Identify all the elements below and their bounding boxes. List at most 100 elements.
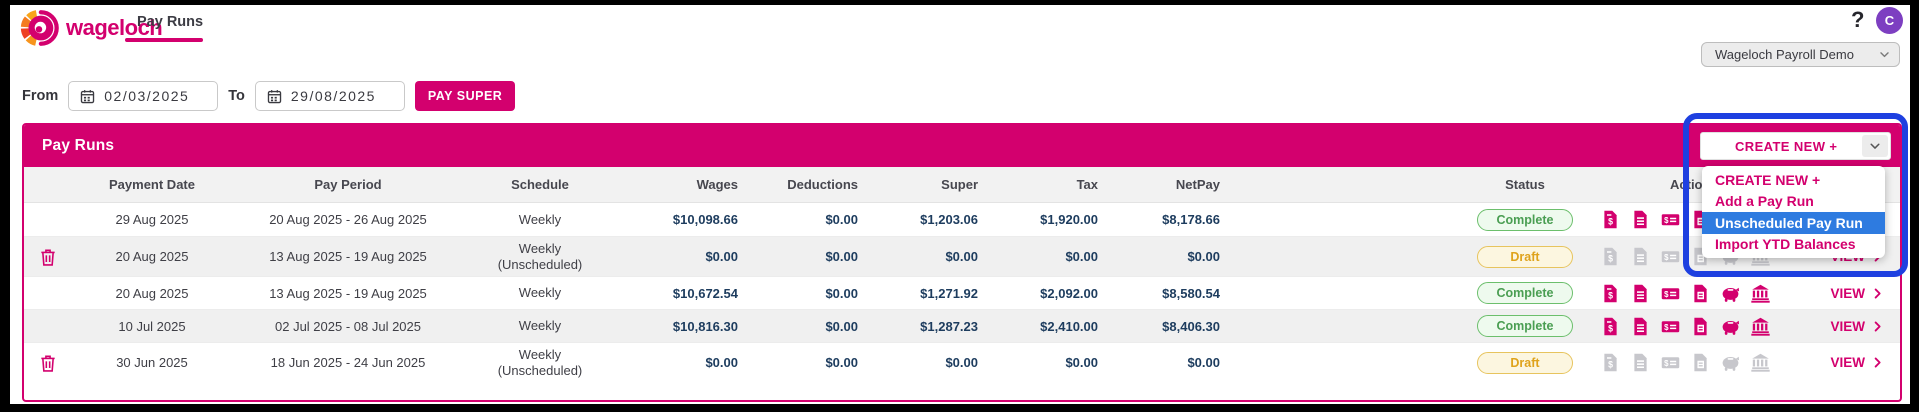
payment-date-cell: 30 Jun 2025	[116, 355, 188, 370]
create-new-select[interactable]: CREATE NEW +	[1700, 132, 1891, 160]
file-lines-icon[interactable]	[1630, 316, 1651, 337]
file-lines-icon[interactable]	[1630, 283, 1651, 304]
create-new-menu: CREATE NEW + Add a Pay Run Unscheduled P…	[1702, 166, 1885, 258]
pay-runs-table: Pay Runs CREATE NEW + Payment Date Pay P…	[22, 123, 1902, 402]
table-row: 30 Jun 2025 18 Jun 2025 - 24 Jun 2025 We…	[24, 342, 1900, 382]
file-lines-icon[interactable]	[1630, 209, 1651, 230]
view-button[interactable]: VIEW	[1808, 319, 1900, 334]
file-invoice-dollar-icon: $	[1600, 352, 1621, 373]
wageloch-logo: wageloch	[18, 7, 163, 49]
status-cell: Draft	[1454, 245, 1596, 268]
piggy-bank-icon	[1720, 352, 1741, 373]
col-netpay: NetPay	[1175, 177, 1220, 192]
delete-row-icon[interactable]	[38, 353, 58, 373]
bank-icon[interactable]	[1750, 283, 1771, 304]
status-badge: Complete	[1477, 315, 1573, 337]
money-check-icon[interactable]: $	[1660, 283, 1681, 304]
netpay-cell: $8,580.54	[1162, 285, 1220, 301]
view-button[interactable]: VIEW	[1808, 286, 1900, 301]
table-column-headers: Payment Date Pay Period Schedule Wages D…	[24, 167, 1900, 203]
file-invoice-dollar-icon[interactable]: $	[1600, 209, 1621, 230]
file-invoice-dollar-icon[interactable]: $	[1600, 283, 1621, 304]
chevron-right-icon	[1871, 287, 1884, 300]
svg-text:$: $	[1608, 323, 1613, 333]
select-arrow	[1862, 135, 1888, 157]
wages-cell: $0.00	[705, 355, 738, 370]
chevron-right-icon	[1871, 356, 1884, 369]
bank-icon	[1750, 352, 1771, 373]
from-label: From	[22, 88, 59, 104]
pay-period-cell: 18 Jun 2025 - 24 Jun 2025	[270, 355, 426, 370]
schedule-cell: Weekly (Unscheduled)	[497, 346, 583, 378]
tax-cell: $0.00	[1065, 355, 1098, 370]
file-copy-icon[interactable]	[1690, 283, 1711, 304]
delete-row-icon[interactable]	[38, 247, 58, 267]
chevron-down-icon	[1868, 139, 1882, 153]
money-check-icon[interactable]: $	[1660, 209, 1681, 230]
file-copy-icon	[1690, 352, 1711, 373]
wages-cell: $10,816.30	[672, 318, 738, 334]
bank-icon[interactable]	[1750, 316, 1771, 337]
piggy-bank-icon[interactable]	[1720, 283, 1741, 304]
pay-period-cell: 02 Jul 2025 - 08 Jul 2025	[275, 318, 421, 334]
file-copy-icon[interactable]	[1690, 316, 1711, 337]
avatar[interactable]: C	[1876, 7, 1903, 34]
row-actions: $ $	[1596, 352, 1808, 373]
status-cell: Complete	[1454, 208, 1596, 231]
payment-date-cell: 20 Aug 2025	[115, 285, 189, 301]
table-body: 29 Aug 2025 20 Aug 2025 - 26 Aug 2025 We…	[24, 203, 1900, 382]
svg-text:$: $	[1664, 253, 1669, 262]
create-new-select-value: CREATE NEW +	[1735, 138, 1838, 154]
money-check-icon: $	[1660, 352, 1681, 373]
file-invoice-dollar-icon[interactable]: $	[1600, 316, 1621, 337]
deductions-cell: $0.00	[825, 285, 858, 301]
from-date-input[interactable]: 02/03/2025	[68, 81, 219, 111]
help-icon[interactable]: ?	[1851, 7, 1865, 32]
wordmark: wageloch	[66, 15, 163, 40]
tax-cell: $2,410.00	[1040, 318, 1098, 334]
col-wages: Wages	[696, 177, 738, 192]
table-header-bar: Pay Runs CREATE NEW +	[24, 125, 1900, 167]
svg-text:$: $	[1664, 323, 1669, 332]
tax-cell: $0.00	[1065, 249, 1098, 264]
tab-active-indicator	[125, 38, 203, 42]
chevron-right-icon	[1871, 320, 1884, 333]
status-cell: Complete	[1454, 282, 1596, 304]
file-invoice-dollar-icon: $	[1600, 246, 1621, 267]
filter-bar: From 02/03/2025 To 29/08/2025 PAY SUPER	[22, 81, 516, 111]
wages-cell: $10,098.66	[672, 212, 738, 227]
chevron-down-icon	[1878, 48, 1891, 61]
deductions-cell: $0.00	[825, 355, 858, 370]
money-check-icon: $	[1660, 246, 1681, 267]
money-check-icon[interactable]: $	[1660, 316, 1681, 337]
to-date-input[interactable]: 29/08/2025	[254, 81, 405, 111]
menu-option-add-a-pay-run[interactable]: Add a Pay Run	[1715, 193, 1814, 210]
view-button[interactable]: VIEW	[1808, 355, 1900, 370]
menu-option-import-ytd-balances[interactable]: Import YTD Balances	[1715, 236, 1856, 253]
netpay-cell: $8,406.30	[1162, 318, 1220, 334]
status-cell: Complete	[1454, 315, 1596, 337]
col-status: Status	[1505, 177, 1545, 192]
row-gutter	[24, 247, 72, 267]
payment-date-cell: 10 Jul 2025	[118, 318, 186, 334]
piggy-bank-icon[interactable]	[1720, 316, 1741, 337]
to-date-value: 29/08/2025	[290, 88, 376, 104]
tax-cell: $2,092.00	[1040, 285, 1098, 301]
super-cell: $0.00	[945, 249, 978, 264]
svg-text:$: $	[1664, 359, 1669, 368]
super-cell: $1,203.06	[920, 212, 978, 227]
to-label: To	[228, 88, 245, 104]
file-lines-icon	[1630, 246, 1651, 267]
status-cell: Draft	[1454, 351, 1596, 374]
menu-option-create-new[interactable]: CREATE NEW +	[1715, 171, 1821, 188]
pay-super-button[interactable]: PAY SUPER	[414, 81, 516, 111]
table-row: 20 Aug 2025 13 Aug 2025 - 19 Aug 2025 We…	[24, 236, 1900, 276]
tab-pay-runs[interactable]: Pay Runs	[137, 14, 204, 30]
netpay-cell: $0.00	[1187, 355, 1220, 370]
company-select[interactable]: Wageloch Payroll Demo	[1701, 42, 1900, 67]
menu-option-unscheduled-pay-run[interactable]: Unscheduled Pay Run	[1702, 212, 1885, 234]
col-payment-date: Payment Date	[109, 177, 195, 192]
table-row: 29 Aug 2025 20 Aug 2025 - 26 Aug 2025 We…	[24, 203, 1900, 236]
table-title: Pay Runs	[42, 137, 115, 154]
